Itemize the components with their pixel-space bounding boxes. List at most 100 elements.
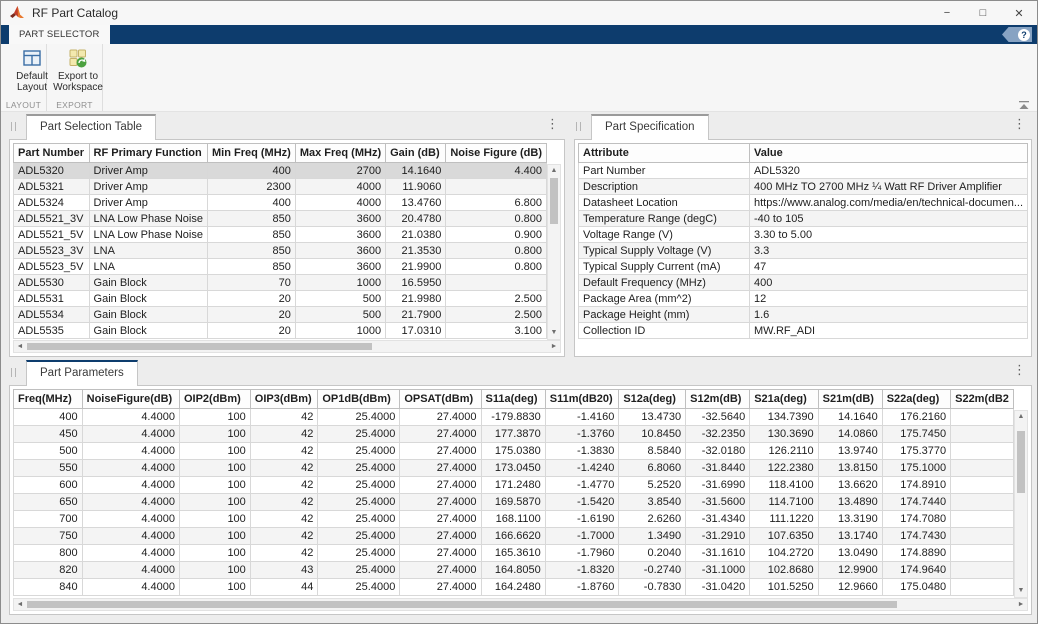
scroll-up-icon[interactable]: ▲ [1017,413,1025,420]
vertical-scrollbar[interactable]: ▲ ▼ [1014,410,1028,598]
table-cell[interactable]: ADL5530 [13,274,90,291]
table-cell[interactable]: 14.0860 [817,425,883,443]
table-cell[interactable]: 0.800 [445,258,547,275]
table-cell[interactable]: 1000 [294,274,387,291]
table-cell[interactable]: 400 [206,194,296,211]
table-cell[interactable]: 25.4000 [317,425,401,443]
table-cell[interactable]: 6.8060 [618,459,687,477]
close-button[interactable]: ✕ [1014,7,1024,20]
table-cell[interactable]: 176.2160 [881,408,952,426]
table-cell[interactable]: 3.8540 [618,493,687,511]
table-cell[interactable]: 21.0380 [385,226,447,243]
table-cell[interactable]: 3.3 [748,242,1028,259]
table-cell[interactable]: 450 [13,425,83,443]
table-cell[interactable]: 8.5840 [618,442,687,460]
table-cell[interactable]: 840 [13,578,83,596]
table-cell[interactable]: ADL5523_3V [13,242,90,259]
table-cell[interactable]: 122.2380 [749,459,819,477]
table-cell[interactable]: 25.4000 [317,544,401,562]
table-cell[interactable]: 12 [748,290,1028,307]
table-cell[interactable]: -1.7960 [544,544,620,562]
table-cell[interactable]: 100 [178,544,251,562]
table-cell[interactable]: 42 [249,510,319,528]
table-cell[interactable]: 21.3530 [385,242,447,259]
table-cell[interactable]: 27.4000 [399,527,482,545]
table-cell[interactable]: 174.7440 [881,493,952,511]
table-cell[interactable]: 42 [249,442,319,460]
table-cell[interactable] [950,459,1014,477]
table-cell[interactable]: -40 to 105 [748,210,1028,227]
panel-menu-icon[interactable]: ⋮ [546,116,559,131]
table-cell[interactable]: 4000 [294,194,387,211]
table-cell[interactable]: MW.RF_ADI [748,322,1028,339]
collapse-ribbon-button[interactable] [1018,97,1030,109]
table-cell[interactable]: 177.3870 [480,425,546,443]
table-cell[interactable]: 100 [178,561,251,579]
table-cell[interactable]: 27.4000 [399,476,482,494]
table-cell[interactable]: Default Frequency (MHz) [578,274,750,291]
table-cell[interactable]: 27.4000 [399,544,482,562]
table-cell[interactable]: 4.4000 [81,476,180,494]
table-cell[interactable]: Typical Supply Current (mA) [578,258,750,275]
table-cell[interactable]: 0.800 [445,242,547,259]
table-cell[interactable]: ADL5534 [13,306,90,323]
table-cell[interactable]: 4.4000 [81,442,180,460]
table-cell[interactable]: 25.4000 [317,510,401,528]
table-cell[interactable]: 600 [13,476,83,494]
table-cell[interactable]: ADL5320 [13,162,90,179]
table-cell[interactable]: Package Area (mm^2) [578,290,750,307]
scroll-down-icon[interactable]: ▼ [550,329,558,336]
table-cell[interactable]: LNA [88,258,208,275]
table-cell[interactable]: ADL5321 [13,178,90,195]
table-cell[interactable]: 168.1100 [480,510,546,528]
table-cell[interactable]: -0.7830 [618,578,687,596]
scroll-up-icon[interactable]: ▲ [550,167,558,174]
table-cell[interactable]: 100 [178,510,251,528]
scroll-left-icon[interactable]: ◄ [16,601,24,608]
table-cell[interactable]: 134.7390 [749,408,819,426]
scrollbar-thumb[interactable] [27,601,897,608]
table-cell[interactable]: 1.3490 [618,527,687,545]
table-cell[interactable]: 174.8890 [881,544,952,562]
table-cell[interactable]: 27.4000 [399,408,482,426]
panel-drag-handle-icon[interactable] [576,122,581,131]
table-cell[interactable]: 400 [748,274,1028,291]
table-cell[interactable]: 100 [178,442,251,460]
table-cell[interactable]: 800 [13,544,83,562]
table-cell[interactable]: 13.6620 [817,476,883,494]
table-cell[interactable]: -1.5420 [544,493,620,511]
table-cell[interactable]: 700 [13,510,83,528]
table-cell[interactable]: 500 [294,306,387,323]
table-cell[interactable]: 4.4000 [81,493,180,511]
table-cell[interactable]: 13.4730 [618,408,687,426]
table-cell[interactable]: 2.500 [445,290,547,307]
table-cell[interactable]: 130.3690 [749,425,819,443]
table-cell[interactable]: -31.2910 [685,527,751,545]
table-cell[interactable]: -31.5600 [685,493,751,511]
table-cell[interactable]: 0.800 [445,210,547,227]
table-cell[interactable]: 13.4890 [817,493,883,511]
table-cell[interactable]: 25.4000 [317,442,401,460]
table-cell[interactable]: 27.4000 [399,578,482,596]
table-cell[interactable]: LNA Low Phase Noise [88,210,208,227]
table-cell[interactable]: -0.2740 [618,561,687,579]
minimize-button[interactable]: − [943,7,951,19]
table-cell[interactable]: ADL5521_5V [13,226,90,243]
table-cell[interactable]: Part Number [578,162,750,179]
table-cell[interactable]: 400 [13,408,83,426]
table-cell[interactable]: 0.900 [445,226,547,243]
table-cell[interactable]: 850 [206,226,296,243]
table-cell[interactable]: 44 [249,578,319,596]
table-cell[interactable]: ADL5535 [13,322,90,339]
table-cell[interactable]: 820 [13,561,83,579]
table-cell[interactable]: ADL5531 [13,290,90,307]
table-cell[interactable]: 42 [249,476,319,494]
table-cell[interactable]: 42 [249,493,319,511]
table-cell[interactable]: 25.4000 [317,476,401,494]
table-cell[interactable]: 4.4000 [81,578,180,596]
table-cell[interactable]: 27.4000 [399,561,482,579]
table-cell[interactable] [445,274,547,291]
table-cell[interactable]: Driver Amp [88,194,208,211]
table-cell[interactable]: 13.4760 [385,194,447,211]
table-cell[interactable]: Gain Block [88,290,208,307]
